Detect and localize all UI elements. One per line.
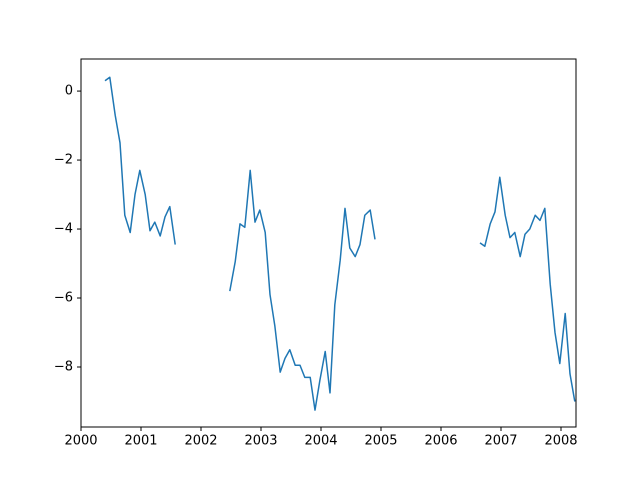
x-tick-label: 2000 <box>64 434 97 449</box>
y-tick-label: −6 <box>54 291 73 306</box>
x-tick-label: 2001 <box>124 434 157 449</box>
data-line <box>104 76 576 411</box>
plot-frame <box>80 58 577 428</box>
x-tick-label: 2007 <box>484 434 517 449</box>
x-tick-label: 2003 <box>244 434 277 449</box>
y-tick-label: −2 <box>54 153 73 168</box>
x-tick-label: 2006 <box>424 434 457 449</box>
y-tick-label: 0 <box>65 84 73 99</box>
y-tick-label: −8 <box>54 359 73 374</box>
x-tick-label: 2005 <box>364 434 397 449</box>
y-tick-label: −4 <box>54 222 73 237</box>
x-tick-label: 2004 <box>304 434 337 449</box>
x-tick-label: 2008 <box>544 434 577 449</box>
x-tick-label: 2002 <box>184 434 217 449</box>
